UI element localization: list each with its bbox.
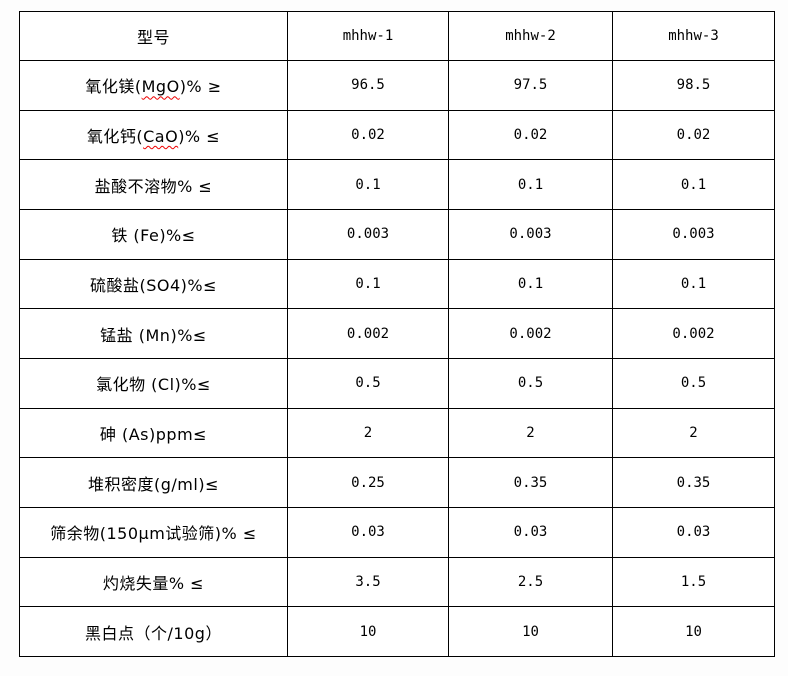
spec-row: 锰盐 (Mn)%≤ 0.002 0.002 0.002 <box>19 308 775 359</box>
spec-value-cell: 0.02 <box>448 109 613 161</box>
spec-row: 盐酸不溶物% ≤0.1 0.1 0.1 <box>19 159 775 210</box>
header-mhhw-1: mhhw-1 <box>287 11 449 61</box>
spec-label-cell: 铁 (Fe)%≤ <box>19 208 288 260</box>
spec-value-cell: 10 <box>448 606 613 657</box>
spec-row: 黑白点（个/10g） 10 10 10 <box>19 606 775 657</box>
product-spec-table: 型号 mhhw-1 mhhw-2 mhhw-3 氧化镁(MgO)% ≥96.5 9… <box>19 11 775 657</box>
spec-value-cell: 0.5 <box>448 357 613 409</box>
spec-value-cell: 0.1 <box>612 258 775 310</box>
spec-row: 氯化物 (Cl)%≤ 0.5 0.5 0.5 <box>19 357 775 409</box>
spec-row: 堆积密度(g/ml)≤ 0.25 0.35 0.35 <box>19 457 775 508</box>
spec-value-cell: 0.02 <box>612 109 775 161</box>
spec-value-cell: 2 <box>448 407 613 459</box>
spellcheck-marked-text: MgO <box>141 77 180 97</box>
spec-value-cell: 2.5 <box>448 556 613 608</box>
spec-label-cell: 氧化镁(MgO)% ≥ <box>19 60 288 111</box>
spec-label-cell: 筛余物(150μm试验筛)% ≤ <box>19 506 288 558</box>
spec-value-cell: 0.02 <box>287 109 449 161</box>
spec-row: 铁 (Fe)%≤ 0.003 0.003 0.003 <box>19 208 775 260</box>
spec-value-cell: 2 <box>287 407 449 459</box>
spec-value-cell: 0.5 <box>612 357 775 409</box>
spec-row: 筛余物(150μm试验筛)% ≤0.03 0.03 0.03 <box>19 506 775 558</box>
spec-label-cell: 盐酸不溶物% ≤ <box>19 159 288 210</box>
spec-label-cell: 锰盐 (Mn)%≤ <box>19 308 288 359</box>
spec-row: 砷 (As)ppm≤ 2 2 2 <box>19 407 775 459</box>
spec-value-cell: 0.003 <box>612 208 775 260</box>
spec-row: 灼烧失量% ≤3.5 2.5 1.5 <box>19 556 775 608</box>
spec-value-cell: 0.002 <box>448 308 613 359</box>
spec-value-cell: 0.003 <box>448 208 613 260</box>
spec-value-cell: 0.03 <box>448 506 613 558</box>
table-body: 氧化镁(MgO)% ≥96.5 97.5 98.5 氧化钙(CaO)% ≤0.02 0.… <box>19 60 775 657</box>
spec-value-cell: 0.03 <box>287 506 449 558</box>
spec-label-cell: 砷 (As)ppm≤ <box>19 407 288 459</box>
header-mhhw-3: mhhw-3 <box>612 11 775 61</box>
spec-label-cell: 氯化物 (Cl)%≤ <box>19 357 288 409</box>
spec-value-cell: 0.1 <box>612 159 775 210</box>
spec-value-cell: 96.5 <box>287 60 449 111</box>
spec-label-cell: 硫酸盐(SO4)%≤ <box>19 258 288 310</box>
spec-value-cell: 0.35 <box>448 457 613 508</box>
spec-value-cell: 0.002 <box>612 308 775 359</box>
spec-value-cell: 0.1 <box>287 159 449 210</box>
spec-value-cell: 0.002 <box>287 308 449 359</box>
spec-value-cell: 2 <box>612 407 775 459</box>
spec-value-cell: 97.5 <box>448 60 613 111</box>
spec-label-cell: 氧化钙(CaO)% ≤ <box>19 109 288 161</box>
spec-label-cell: 黑白点（个/10g） <box>19 606 288 657</box>
spec-value-cell: 0.25 <box>287 457 449 508</box>
spellcheck-marked-text: CaO <box>143 126 179 146</box>
header-mhhw-2: mhhw-2 <box>448 11 613 61</box>
spec-value-cell: 10 <box>612 606 775 657</box>
spec-value-cell: 3.5 <box>287 556 449 608</box>
spec-table-container: 型号 mhhw-1 mhhw-2 mhhw-3 氧化镁(MgO)% ≥96.5 9… <box>19 11 775 657</box>
spec-value-cell: 0.1 <box>448 159 613 210</box>
spec-value-cell: 0.003 <box>287 208 449 260</box>
spec-row: 氧化钙(CaO)% ≤0.02 0.02 0.02 <box>19 109 775 161</box>
spec-value-cell: 98.5 <box>612 60 775 111</box>
spec-value-cell: 0.5 <box>287 357 449 409</box>
spec-row: 硫酸盐(SO4)%≤ 0.1 0.1 0.1 <box>19 258 775 310</box>
header-row: 型号 mhhw-1 mhhw-2 mhhw-3 <box>19 11 775 61</box>
spec-value-cell: 0.03 <box>612 506 775 558</box>
spec-value-cell: 0.1 <box>287 258 449 310</box>
spec-value-cell: 1.5 <box>612 556 775 608</box>
spec-value-cell: 0.35 <box>612 457 775 508</box>
spec-row: 氧化镁(MgO)% ≥96.5 97.5 98.5 <box>19 60 775 111</box>
spec-label-cell: 灼烧失量% ≤ <box>19 556 288 608</box>
spec-value-cell: 10 <box>287 606 449 657</box>
spec-label-cell: 堆积密度(g/ml)≤ <box>19 457 288 508</box>
spec-value-cell: 0.1 <box>448 258 613 310</box>
header-model-label: 型号 <box>19 11 288 61</box>
